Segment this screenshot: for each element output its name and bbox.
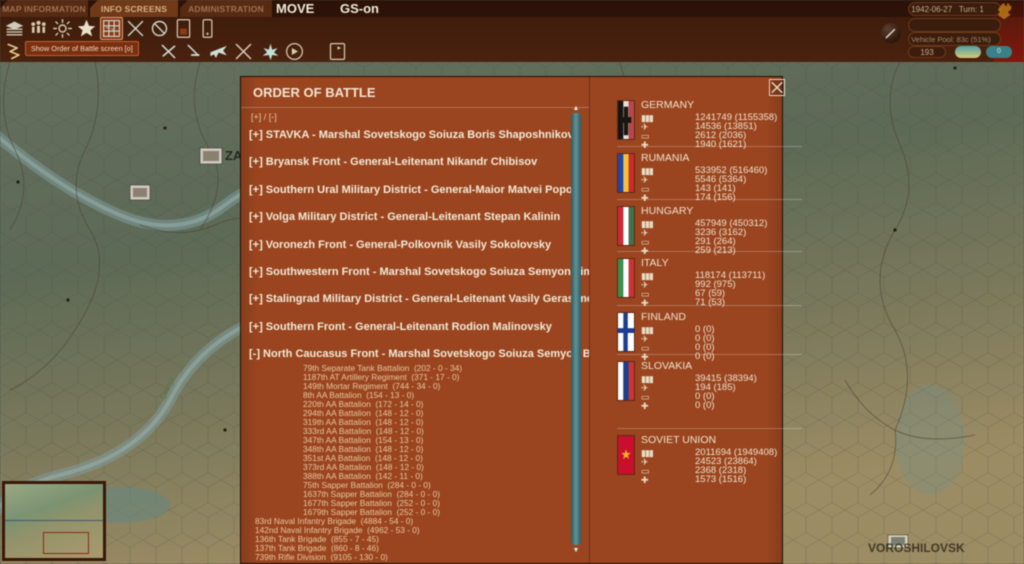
svg-text:VOROSHILOVSK: VOROSHILOVSK (868, 541, 965, 555)
svg-text:★: ★ (620, 446, 631, 461)
